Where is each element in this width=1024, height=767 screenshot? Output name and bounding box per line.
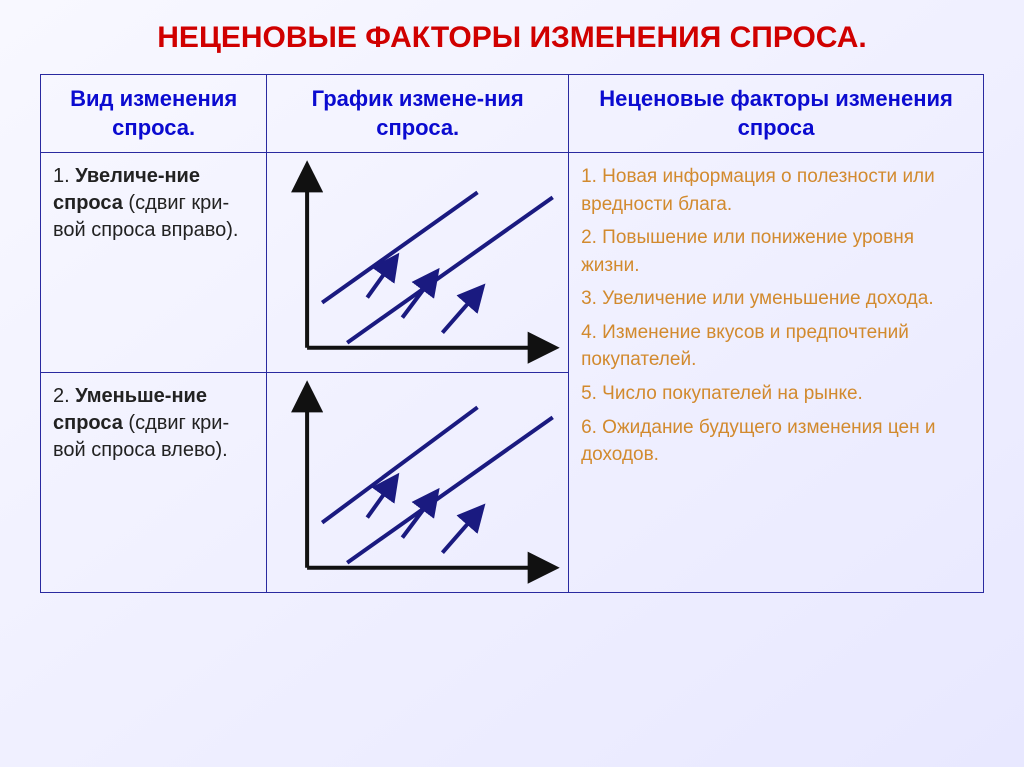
factor-6: 6. Ожидание будущего изменения цен и дох…: [581, 414, 971, 469]
factors-table: Вид изменения спроса. График измене-ния …: [40, 74, 984, 593]
page-title: НЕЦЕНОВЫЕ ФАКТОРЫ ИЗМЕНЕНИЯ СПРОСА.: [40, 20, 984, 56]
chart-decrease: [267, 373, 569, 593]
factor-1: 1. Новая информация о полезности или вре…: [581, 163, 971, 218]
row1-num: 1.: [53, 165, 75, 187]
row1-label: 1. Увеличе-ние спроса (сдвиг кри-вой спр…: [41, 153, 267, 373]
col-header-factors: Неценовые факторы изменения спроса: [569, 75, 984, 153]
factor-4: 4. Изменение вкусов и предпочтений покуп…: [581, 319, 971, 374]
factor-2: 2. Повышение или понижение уровня жизни.: [581, 224, 971, 279]
chart-decrease-svg: [267, 373, 568, 592]
chart-increase-svg: [267, 153, 568, 372]
factor-5: 5. Число покупателей на рынке.: [581, 380, 971, 408]
factors-cell: 1. Новая информация о полезности или вре…: [569, 153, 984, 593]
chart-increase: [267, 153, 569, 373]
row2-num: 2.: [53, 385, 75, 407]
row2-label: 2. Уменьше-ние спроса (сдвиг кри-вой спр…: [41, 373, 267, 593]
col-header-chart: График измене-ния спроса.: [267, 75, 569, 153]
col-header-type: Вид изменения спроса.: [41, 75, 267, 153]
factor-3: 3. Увеличение или уменьшение дохода.: [581, 285, 971, 313]
